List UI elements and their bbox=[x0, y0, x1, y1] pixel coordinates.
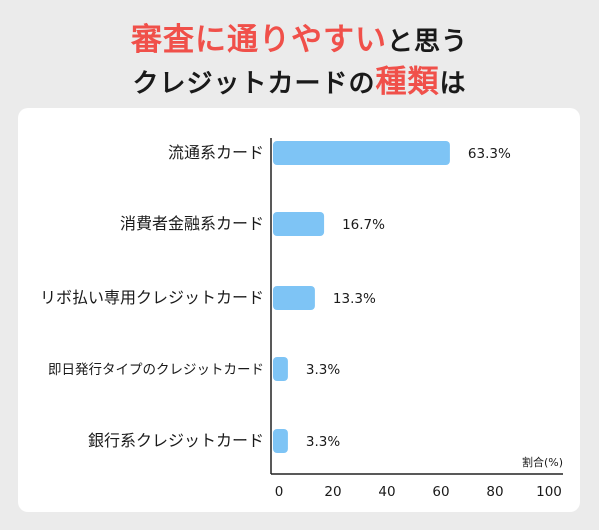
title-highlight-2: 種類 bbox=[375, 64, 440, 100]
category-label: リボ払い専用クレジットカード bbox=[40, 288, 264, 307]
x-tick-label: 100 bbox=[536, 484, 562, 500]
value-label: 63.3% bbox=[468, 146, 511, 162]
value-label: 13.3% bbox=[333, 291, 376, 307]
bar bbox=[273, 429, 288, 453]
x-tick-label: 40 bbox=[378, 484, 395, 500]
value-label: 3.3% bbox=[306, 434, 340, 450]
category-label: 流通系カード bbox=[168, 143, 264, 162]
x-tick-label: 20 bbox=[324, 484, 341, 500]
value-label: 16.7% bbox=[342, 217, 385, 233]
bar bbox=[273, 286, 315, 310]
title-text-3: は bbox=[439, 69, 467, 99]
chart-title-line1: 審査に通りやすいと思う bbox=[0, 14, 599, 59]
x-tick-label: 60 bbox=[432, 484, 449, 500]
category-label: 即日発行タイプのクレジットカード bbox=[48, 362, 264, 378]
title-highlight-1: 審査に通りやすい bbox=[130, 22, 387, 58]
x-tick-label: 80 bbox=[486, 484, 503, 500]
title-text-1: と思う bbox=[386, 27, 468, 57]
value-label: 3.3% bbox=[306, 362, 340, 378]
bar bbox=[273, 357, 288, 381]
title-text-2: クレジットカードの bbox=[132, 69, 376, 99]
x-tick-label: 0 bbox=[275, 484, 284, 500]
bar bbox=[273, 141, 450, 165]
bar bbox=[273, 212, 325, 236]
x-axis-title: 割合(%) bbox=[522, 455, 563, 469]
chart-title-line2: クレジットカードの種類は bbox=[0, 56, 599, 101]
category-label: 銀行系クレジットカード bbox=[88, 431, 264, 450]
category-label: 消費者金融系カード bbox=[120, 214, 264, 233]
